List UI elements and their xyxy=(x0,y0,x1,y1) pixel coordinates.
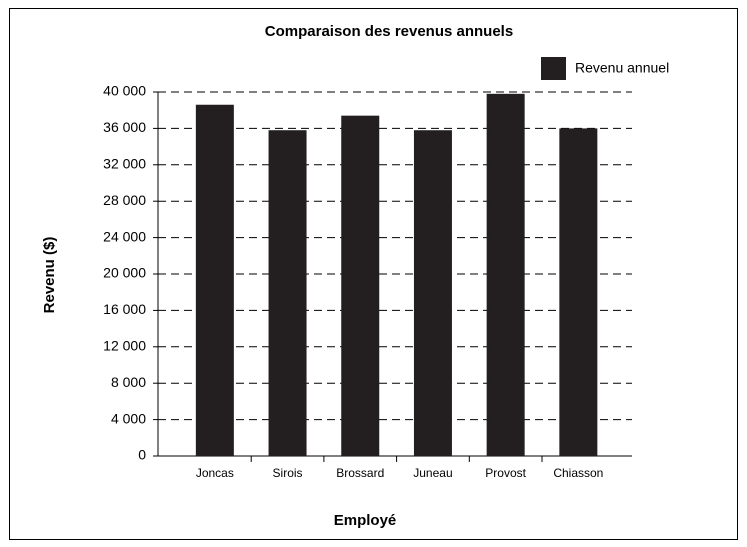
y-axis-label: Revenu ($) xyxy=(41,237,58,314)
y-tick-label: 32 000 xyxy=(103,156,146,172)
bar xyxy=(268,130,307,456)
y-tick-label: 40 000 xyxy=(103,83,146,99)
y-tick-label: 12 000 xyxy=(103,338,146,354)
legend-label: Revenu annuel xyxy=(575,60,669,76)
bar xyxy=(195,104,234,457)
legend-swatch xyxy=(541,57,566,80)
bar xyxy=(486,93,525,456)
x-tick-label: Joncas xyxy=(196,466,234,480)
x-axis-label: Employé xyxy=(334,512,397,529)
bar xyxy=(341,115,380,456)
x-tick-label: Juneau xyxy=(413,466,452,480)
y-tick-label: 28 000 xyxy=(103,192,146,208)
x-tick-label: Provost xyxy=(485,466,526,480)
x-tick-label: Brossard xyxy=(336,466,384,480)
x-tick-label: Chiasson xyxy=(553,466,603,480)
chart-title: Comparaison des revenus annuels xyxy=(265,23,513,40)
y-tick-label: 0 xyxy=(138,447,146,463)
x-tick-label: Sirois xyxy=(273,466,303,480)
y-tick-label: 4 000 xyxy=(111,410,146,426)
bar xyxy=(559,128,598,456)
bar xyxy=(413,130,452,456)
y-tick-label: 24 000 xyxy=(103,228,146,244)
y-tick-label: 36 000 xyxy=(103,119,146,135)
y-tick-label: 8 000 xyxy=(111,374,146,390)
y-tick-label: 20 000 xyxy=(103,265,146,281)
y-tick-label: 16 000 xyxy=(103,301,146,317)
